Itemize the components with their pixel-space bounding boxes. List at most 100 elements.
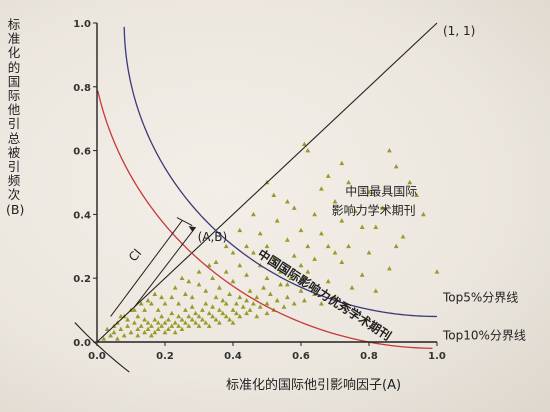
data-point: [237, 227, 243, 233]
data-point: [319, 301, 324, 306]
data-point: [213, 294, 219, 300]
data-point: [149, 323, 154, 328]
data-point: [132, 320, 137, 325]
data-point: [213, 317, 219, 322]
data-point: [162, 329, 168, 335]
data-point: [359, 224, 365, 229]
data-point: [271, 256, 277, 261]
data-point: [237, 313, 243, 319]
data-point: [339, 160, 345, 166]
data-point: [325, 278, 331, 284]
data-point: [268, 291, 273, 296]
data-point: [325, 243, 331, 249]
data-point: [281, 304, 287, 309]
y-tick-label: 1.0: [73, 19, 91, 30]
data-point: [302, 141, 307, 147]
data-point: [189, 294, 195, 300]
data-point: [393, 163, 399, 169]
data-point: [121, 333, 127, 338]
data-point: [237, 262, 243, 268]
data-point: [189, 304, 195, 309]
data-point: [135, 333, 141, 338]
x-tick-label: 0.6: [292, 351, 310, 362]
region-mid-label: 中国国际影响力优秀学术期刊: [255, 246, 394, 344]
data-point: [407, 179, 413, 185]
outer-boundary-arc: [74, 322, 130, 373]
data-point: [217, 320, 222, 325]
data-point: [387, 266, 392, 271]
ci-measure-line: [110, 220, 183, 317]
data-point: [152, 291, 158, 296]
data-point: [196, 281, 202, 287]
ci-label: CI: [126, 246, 144, 264]
data-point: [227, 317, 232, 322]
data-point: [298, 262, 304, 268]
data-point: [200, 307, 205, 312]
data-point: [223, 269, 229, 274]
data-point: [298, 227, 304, 233]
data-point: [421, 211, 426, 217]
data-point: [111, 329, 117, 335]
data-point: [193, 320, 198, 325]
data-point: [264, 310, 270, 316]
data-point: [152, 329, 158, 335]
data-point: [305, 243, 311, 249]
data-point: [115, 336, 120, 341]
x-tick-label: 0.8: [360, 351, 378, 362]
data-point: [172, 329, 178, 335]
data-point: [176, 301, 181, 306]
data-point: [169, 310, 175, 316]
data-point: [332, 199, 338, 204]
data-point: [285, 237, 290, 242]
data-point: [414, 192, 419, 198]
data-point: [210, 313, 215, 319]
data-point: [285, 199, 290, 204]
data-point: [223, 243, 229, 249]
data-point: [172, 320, 178, 325]
data-point: [373, 224, 379, 229]
data-point: [288, 275, 294, 280]
data-point: [108, 333, 113, 338]
data-point: [142, 317, 147, 322]
data-point: [247, 288, 253, 293]
data-point: [305, 148, 311, 153]
region-top-label-line2: 影响力学术期刊: [332, 202, 416, 217]
data-point: [152, 317, 158, 322]
data-point: [159, 294, 164, 300]
data-point: [380, 205, 385, 210]
data-point: [227, 291, 232, 296]
data-point: [257, 304, 263, 309]
data-point: [220, 297, 226, 303]
data-point: [319, 230, 324, 236]
x-tick-label: 1.0: [428, 351, 446, 362]
data-point: [135, 326, 141, 332]
data-point: [179, 326, 185, 332]
data-point: [155, 320, 161, 325]
data-point: [186, 278, 192, 284]
data-point: [312, 256, 317, 261]
y-tick-label: 0.2: [73, 274, 91, 285]
y-tick-label: 0.4: [73, 210, 91, 221]
data-point: [278, 269, 283, 274]
data-point: [264, 243, 270, 249]
data-point: [217, 307, 222, 312]
data-point: [183, 307, 188, 312]
data-point: [373, 288, 379, 293]
data-point: [274, 218, 280, 223]
data-point: [223, 301, 229, 306]
data-point: [169, 323, 175, 328]
data-point: [203, 288, 209, 293]
data-point: [393, 243, 399, 249]
data-point: [118, 326, 124, 332]
data-point: [104, 326, 110, 332]
data-point: [264, 275, 270, 280]
data-point: [172, 285, 178, 290]
data-point: [162, 320, 168, 325]
data-point: [200, 317, 205, 322]
data-point: [339, 218, 345, 223]
data-point: [189, 317, 195, 322]
y-tick-label: 0.0: [73, 338, 91, 349]
data-point: [234, 301, 239, 306]
data-point: [254, 313, 260, 319]
